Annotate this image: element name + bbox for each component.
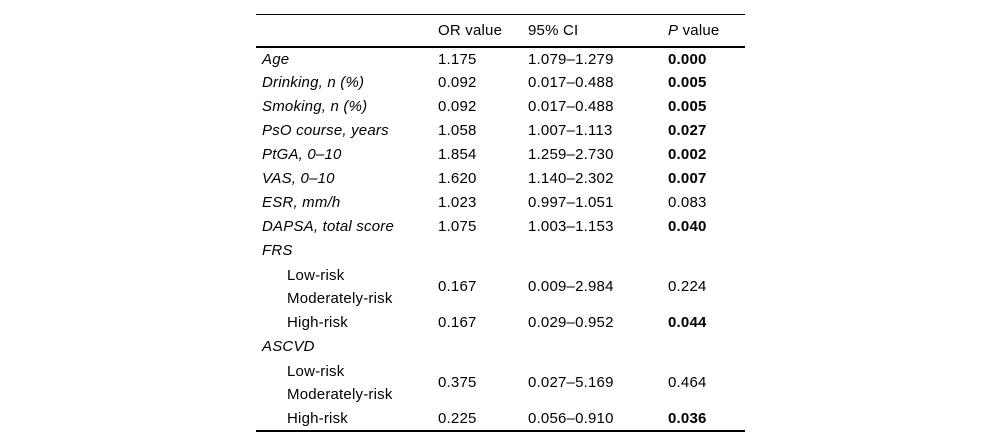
col-header-p-value: P value — [668, 15, 745, 47]
row-label-cell: VAS, 0–10 — [262, 170, 335, 187]
p-value-cell — [668, 239, 745, 263]
ci-cell: 0.017–0.488 — [528, 98, 614, 115]
table-row: Drinking, n (%) 0.092 0.017–0.488 0.005 — [256, 71, 745, 95]
p-value-cell: 0.040 — [668, 218, 707, 235]
p-value-cell: 0.036 — [668, 409, 707, 427]
row-label-cell: Drinking, n (%) — [262, 74, 365, 91]
ci-cell — [528, 335, 668, 359]
row-label-cell: Low-risk Moderately-risk — [256, 359, 438, 407]
or-value-cell: 1.620 — [438, 170, 477, 187]
ci-cell: 0.017–0.488 — [528, 74, 614, 91]
or-value-cell: 1.854 — [438, 146, 477, 163]
table-row: Low-risk Moderately-risk 0.375 0.027–5.1… — [256, 359, 745, 407]
sub-label-moderately-risk: Moderately-risk — [287, 385, 393, 403]
p-value-cell: 0.005 — [668, 98, 707, 115]
table-row: PtGA, 0–10 1.854 1.259–2.730 0.002 — [256, 143, 745, 167]
ci-cell: 1.003–1.153 — [528, 218, 614, 235]
ci-cell: 1.007–1.113 — [528, 122, 613, 139]
table-row: High-risk 0.225 0.056–0.910 0.036 — [256, 407, 745, 431]
results-table-container: OR value 95% CI P value Age 1.175 1.079–… — [256, 14, 745, 432]
table-row: ESR, mm/h 1.023 0.997–1.051 0.083 — [256, 191, 745, 215]
or-value-cell — [438, 335, 528, 359]
table-row: VAS, 0–10 1.620 1.140–2.302 0.007 — [256, 167, 745, 191]
ci-cell: 1.259–2.730 — [528, 146, 614, 163]
sub-label-low-risk: Low-risk — [287, 362, 345, 380]
ci-cell: 0.009–2.984 — [528, 278, 614, 295]
or-value-cell: 1.058 — [438, 122, 477, 139]
col-header-variable — [256, 15, 438, 47]
ci-cell: 0.027–5.169 — [528, 374, 614, 391]
ci-cell: 0.997–1.051 — [528, 194, 614, 211]
p-value-cell: 0.007 — [668, 170, 707, 187]
row-label-cell: PtGA, 0–10 — [262, 146, 342, 163]
table-section-row: FRS — [256, 239, 745, 263]
or-value-cell — [438, 239, 528, 263]
p-value-cell — [668, 335, 745, 359]
row-label-cell: High-risk — [287, 314, 348, 331]
row-label-cell: Low-risk Moderately-risk — [256, 263, 438, 311]
row-label-cell: High-risk — [287, 409, 348, 427]
table-row: Low-risk Moderately-risk 0.167 0.009–2.9… — [256, 263, 745, 311]
p-symbol: P — [668, 21, 679, 39]
or-value-cell: 0.092 — [438, 74, 477, 91]
row-label-cell: DAPSA, total score — [262, 218, 394, 235]
table-row: DAPSA, total score 1.075 1.003–1.153 0.0… — [256, 215, 745, 239]
sub-label-low-risk: Low-risk — [287, 266, 345, 284]
p-value-cell: 0.044 — [668, 314, 707, 331]
table-row: Smoking, n (%) 0.092 0.017–0.488 0.005 — [256, 95, 745, 119]
or-value-cell: 1.175 — [438, 50, 477, 68]
or-value-cell: 0.225 — [438, 409, 477, 427]
ci-cell: 0.029–0.952 — [528, 314, 614, 331]
p-value-cell: 0.083 — [668, 194, 707, 211]
row-label-cell: ESR, mm/h — [262, 194, 341, 211]
table-row: PsO course, years 1.058 1.007–1.113 0.02… — [256, 119, 745, 143]
col-header-ci: 95% CI — [528, 21, 579, 39]
p-value-cell: 0.027 — [668, 122, 707, 139]
col-header-or-value: OR value — [438, 21, 503, 39]
ci-cell: 0.056–0.910 — [528, 409, 614, 427]
or-value-cell: 1.023 — [438, 194, 477, 211]
ci-cell: 1.079–1.279 — [528, 50, 614, 68]
or-value-cell: 0.092 — [438, 98, 477, 115]
header-row: OR value 95% CI P value — [256, 15, 745, 47]
or-value-cell: 1.075 — [438, 218, 477, 235]
section-label-cell: ASCVD — [262, 338, 315, 355]
table-row: High-risk 0.167 0.029–0.952 0.044 — [256, 311, 745, 335]
p-value-cell: 0.005 — [668, 74, 707, 91]
p-value-word: value — [678, 21, 720, 39]
p-value-cell: 0.002 — [668, 146, 707, 163]
results-table: OR value 95% CI P value Age 1.175 1.079–… — [256, 14, 745, 432]
row-label-cell: Smoking, n (%) — [262, 98, 368, 115]
row-label-cell: Age — [262, 50, 290, 68]
row-label-cell: PsO course, years — [262, 122, 389, 139]
section-label-cell: FRS — [262, 242, 293, 259]
or-value-cell: 0.167 — [438, 278, 477, 295]
ci-cell: 1.140–2.302 — [528, 170, 614, 187]
table-row: Age 1.175 1.079–1.279 0.000 — [256, 47, 745, 71]
p-value-cell: 0.000 — [668, 50, 707, 68]
or-value-cell: 0.167 — [438, 314, 477, 331]
or-value-cell: 0.375 — [438, 374, 477, 391]
p-value-cell: 0.224 — [668, 278, 707, 295]
p-value-cell: 0.464 — [668, 374, 707, 391]
table-section-row: ASCVD — [256, 335, 745, 359]
ci-cell — [528, 239, 668, 263]
sub-label-moderately-risk: Moderately-risk — [287, 289, 393, 307]
